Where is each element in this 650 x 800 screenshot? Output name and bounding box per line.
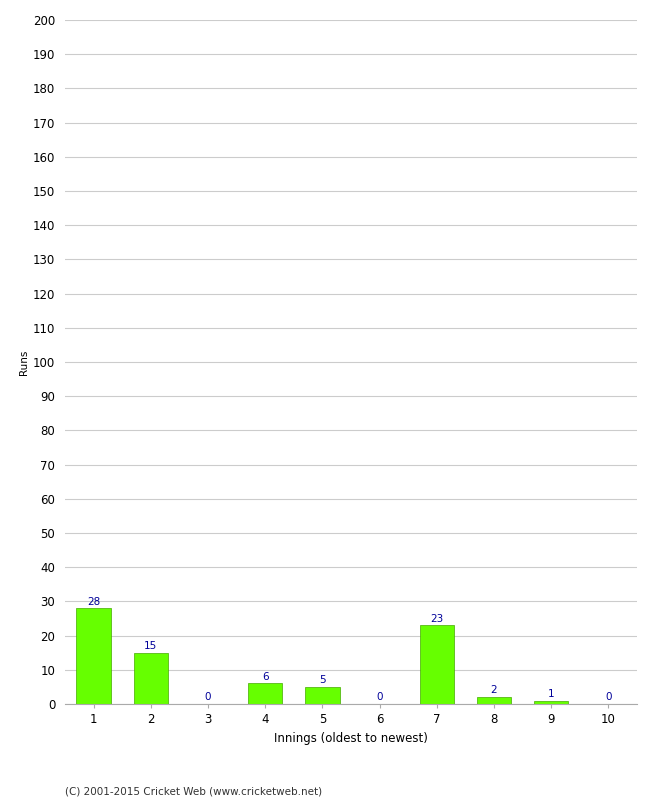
- Bar: [306, 687, 339, 704]
- Text: 23: 23: [430, 614, 443, 624]
- Bar: [534, 701, 568, 704]
- Text: (C) 2001-2015 Cricket Web (www.cricketweb.net): (C) 2001-2015 Cricket Web (www.cricketwe…: [65, 786, 322, 796]
- Text: 0: 0: [605, 692, 612, 702]
- Text: 15: 15: [144, 641, 157, 651]
- Text: 2: 2: [491, 686, 497, 695]
- Text: 5: 5: [319, 675, 326, 685]
- Bar: [477, 697, 511, 704]
- Text: 6: 6: [262, 672, 268, 682]
- Text: 0: 0: [376, 692, 383, 702]
- Bar: [134, 653, 168, 704]
- Text: 1: 1: [548, 689, 554, 699]
- Text: 28: 28: [87, 597, 100, 606]
- Text: 0: 0: [205, 692, 211, 702]
- Bar: [248, 683, 282, 704]
- X-axis label: Innings (oldest to newest): Innings (oldest to newest): [274, 731, 428, 745]
- Bar: [420, 626, 454, 704]
- Bar: [77, 608, 111, 704]
- Y-axis label: Runs: Runs: [19, 350, 29, 374]
